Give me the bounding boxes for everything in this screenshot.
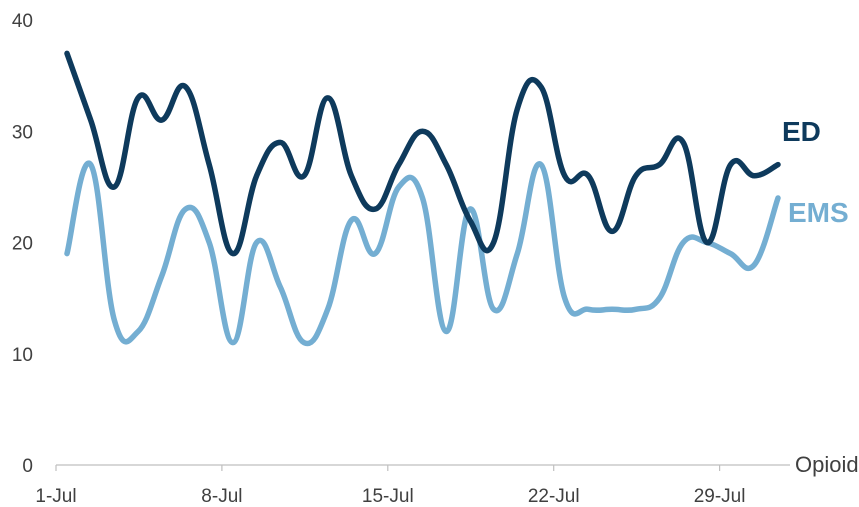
y-axis-ticks: 0 10 20 30 40 [12, 11, 33, 477]
y-tick-label: 40 [12, 11, 33, 32]
y-tick-label: 0 [22, 456, 33, 477]
y-tick-label: 30 [12, 122, 33, 143]
x-tick-label: 15-Jul [362, 486, 414, 507]
series-line-ed [64, 50, 781, 257]
x-tick-label: 22-Jul [528, 486, 580, 507]
series-labels: ED EMS [782, 116, 849, 228]
x-tick-label: 8-Jul [201, 486, 242, 507]
y-tick-label: 20 [12, 234, 33, 255]
x-axis-tick-labels: 1-Jul 8-Jul 15-Jul 22-Jul 29-Jul [35, 486, 745, 507]
x-tick-label: 29-Jul [694, 486, 746, 507]
x-axis-tick-marks [55, 465, 721, 471]
y-tick-label: 10 [12, 345, 33, 366]
series-label-ems: EMS [788, 197, 849, 228]
annotation-label: Opioid [795, 452, 859, 477]
x-tick-label: 1-Jul [35, 486, 76, 507]
series-line-ems [64, 160, 781, 347]
series-label-ed: ED [782, 116, 821, 147]
series-lines [64, 50, 781, 347]
